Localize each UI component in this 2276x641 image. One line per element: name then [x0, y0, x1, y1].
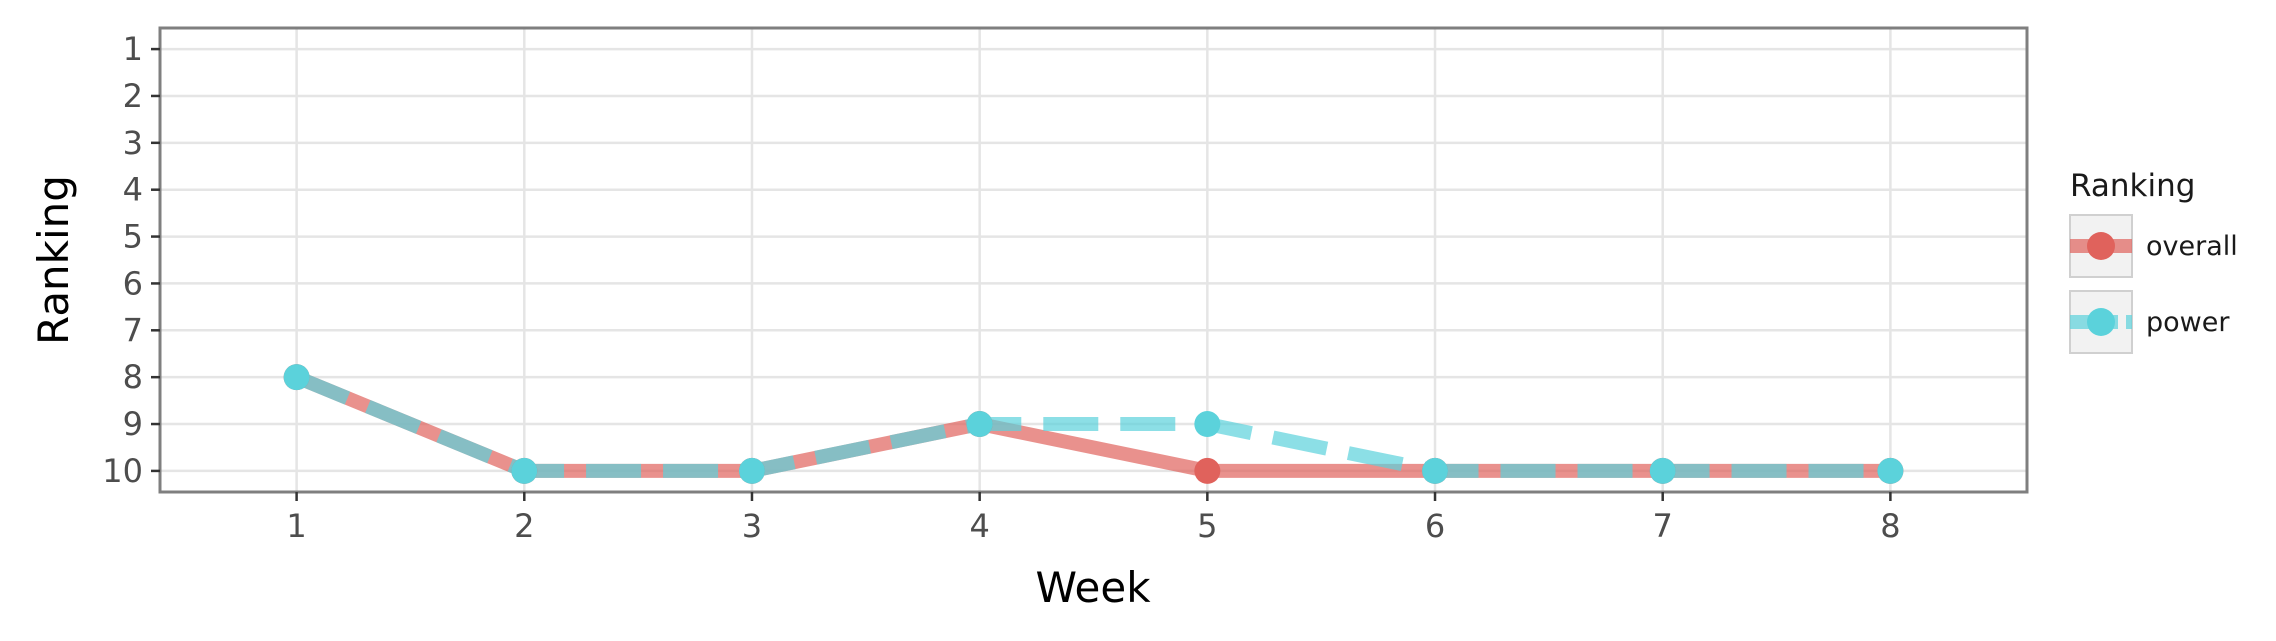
- point-power: [1422, 457, 1449, 484]
- x-tick-label: 1: [286, 507, 306, 545]
- series-lines: [293, 370, 1891, 478]
- plot-panel: [160, 28, 2027, 492]
- legend: Ranking overall power: [2069, 168, 2238, 354]
- x-tick-label: 6: [1425, 507, 1445, 545]
- point-power: [1649, 457, 1676, 484]
- x-tick-label: 7: [1653, 507, 1673, 545]
- point-power: [966, 411, 993, 438]
- x-tick-label: 5: [1197, 507, 1217, 545]
- point-power: [1877, 457, 1904, 484]
- y-tick-label: 9: [123, 405, 143, 443]
- legend-label: power: [2146, 307, 2230, 338]
- x-tick-label: 3: [742, 507, 762, 545]
- x-tick-label: 2: [514, 507, 534, 545]
- point-power: [511, 457, 538, 484]
- y-tick-label: 1: [123, 30, 143, 68]
- plot-border: [158, 26, 2029, 494]
- point-power: [283, 364, 310, 391]
- legend-key-point: [2087, 232, 2115, 260]
- legend-title: Ranking: [2070, 168, 2195, 204]
- y-tick-label: 6: [123, 264, 143, 302]
- series-points: [283, 364, 1904, 484]
- y-tick-label: 8: [123, 358, 143, 396]
- x-tick-label: 4: [969, 507, 989, 545]
- legend-key-point: [2087, 308, 2115, 336]
- series-line-power: [293, 370, 1891, 478]
- x-tick-label: 8: [1880, 507, 1900, 545]
- y-tick-label: 5: [123, 218, 143, 256]
- point-power: [738, 457, 765, 484]
- legend-item-power: power: [2069, 290, 2230, 354]
- y-tick-label: 3: [123, 124, 143, 162]
- legend-label: overall: [2146, 231, 2238, 262]
- y-axis-title: Ranking: [29, 175, 78, 345]
- point-power: [1194, 411, 1221, 438]
- grid-lines: [160, 28, 2027, 492]
- y-tick-label: 2: [123, 77, 143, 115]
- point-overall: [1194, 457, 1221, 484]
- legend-item-overall: overall: [2069, 214, 2238, 278]
- y-tick-label: 4: [123, 171, 143, 209]
- y-tick-label: 10: [102, 452, 143, 490]
- x-axis-title: Week: [1035, 563, 1151, 612]
- axis-ticks: 1 2 3 4 5 6 7 8 1 2 3 4 5 6 7 8 9 10: [102, 30, 1900, 545]
- y-tick-label: 7: [123, 311, 143, 349]
